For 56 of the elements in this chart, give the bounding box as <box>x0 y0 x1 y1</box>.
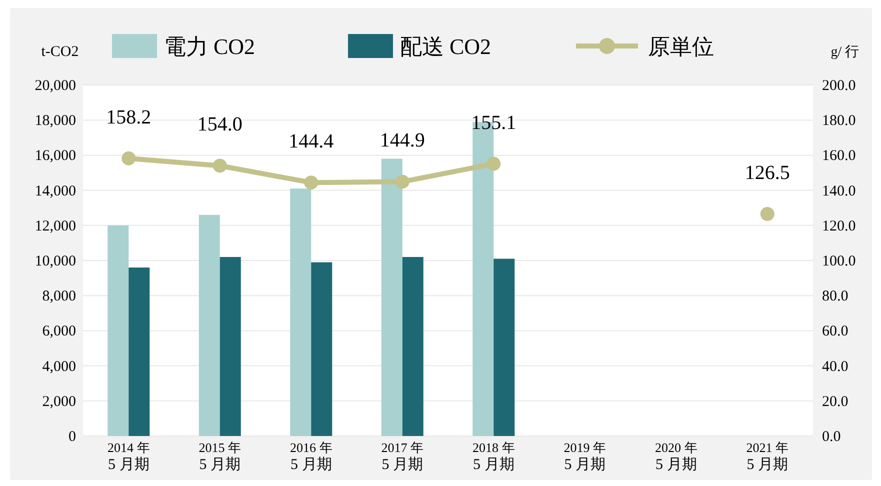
y2-tick-label: 140.0 <box>822 183 856 200</box>
point <box>760 206 774 221</box>
y-tick-label: 12,000 <box>34 218 76 234</box>
y2-tick-label: 40.0 <box>822 358 848 375</box>
bar <box>381 158 402 436</box>
x-tick-label: 2015 年 5 月期 <box>198 440 241 473</box>
point <box>122 151 136 166</box>
x-tick-label: 2016 年 5 月期 <box>290 440 332 473</box>
data-label: 144.9 <box>380 130 425 152</box>
y2-tick-label: 60.0 <box>822 324 848 340</box>
y2-tick-label: 20.0 <box>822 394 848 410</box>
x-tick-label: 2017 年 5 月期 <box>381 440 424 473</box>
point <box>304 176 318 190</box>
legend-label: 原単位 <box>648 34 714 59</box>
x-tick-label: 2014 年 5 月期 <box>108 440 150 473</box>
y-tick-label: 4,000 <box>42 358 76 375</box>
bar <box>290 188 312 436</box>
bar <box>220 256 241 436</box>
y2-axis-title: g/ 行 <box>830 44 860 60</box>
bar <box>494 258 515 436</box>
y2-tick-label: 0.0 <box>822 429 841 445</box>
x-tick-label: 2019 年 5 月期 <box>564 440 606 473</box>
data-label: 144.4 <box>288 130 334 153</box>
y-tick-label: 18,000 <box>34 113 76 130</box>
data-label: 155.1 <box>471 112 516 134</box>
legend-label: 電力 CO2 <box>164 34 256 59</box>
y2-tick-label: 160.0 <box>822 148 856 164</box>
point <box>395 174 410 189</box>
y-tick-label: 8,000 <box>42 288 76 305</box>
bar <box>311 262 332 436</box>
y-axis-title: t-CO2 <box>41 44 79 60</box>
y-tick-label: 20,000 <box>34 78 76 94</box>
bar <box>402 256 424 436</box>
y2-tick-label: 180.0 <box>822 113 856 130</box>
y2-tick-label: 80.0 <box>822 288 848 305</box>
data-label: 154.0 <box>197 114 242 136</box>
point <box>486 156 501 171</box>
bar <box>128 268 150 436</box>
x-tick-label: 2020 年 5 月期 <box>655 440 698 473</box>
y-tick-label: 14,000 <box>34 183 76 200</box>
point <box>212 158 227 173</box>
y-tick-label: 2,000 <box>42 394 76 410</box>
x-tick-label: 2018 年 5 月期 <box>472 440 515 473</box>
x-tick-label: 2021 年 5 月期 <box>746 440 788 473</box>
legend-label: 配送 CO2 <box>400 34 492 59</box>
y-tick-label: 0 <box>68 429 76 445</box>
y-tick-label: 6,000 <box>42 324 76 340</box>
y2-tick-label: 100.0 <box>822 254 856 270</box>
y2-tick-label: 200.0 <box>822 78 856 94</box>
y-tick-label: 10,000 <box>34 254 76 270</box>
y-tick-label: 16,000 <box>34 148 76 164</box>
data-label: 126.5 <box>744 162 790 184</box>
y2-tick-label: 120.0 <box>822 218 856 234</box>
data-label: 158.2 <box>106 106 152 128</box>
bar <box>198 214 220 436</box>
bar <box>108 225 129 436</box>
